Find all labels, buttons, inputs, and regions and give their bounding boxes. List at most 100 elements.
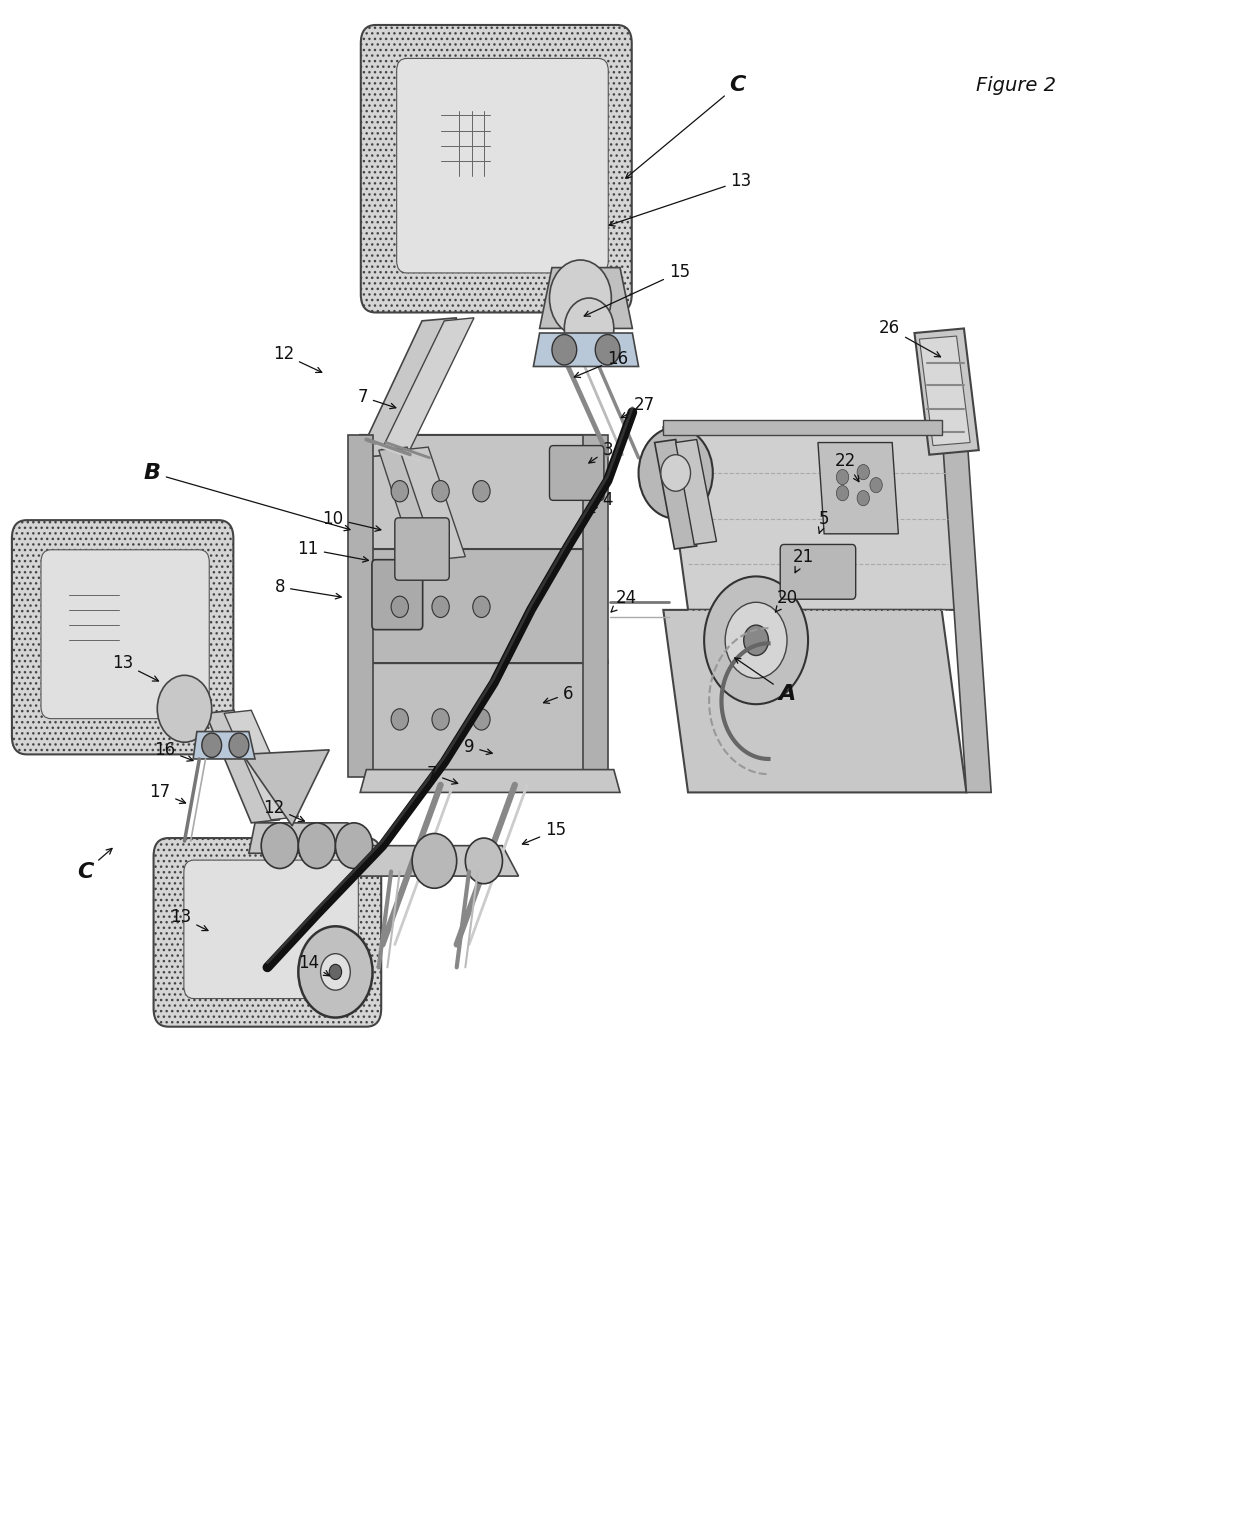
Text: 6: 6 <box>543 684 573 704</box>
Circle shape <box>836 469 848 485</box>
Polygon shape <box>655 439 697 549</box>
Text: 17: 17 <box>149 783 186 803</box>
FancyBboxPatch shape <box>549 445 604 500</box>
Polygon shape <box>243 750 330 826</box>
Polygon shape <box>360 663 608 777</box>
Circle shape <box>412 834 456 888</box>
Text: 7: 7 <box>427 765 458 785</box>
Circle shape <box>661 454 691 491</box>
Text: 16: 16 <box>154 741 193 760</box>
Polygon shape <box>663 610 966 792</box>
Text: 15: 15 <box>584 264 689 317</box>
Polygon shape <box>347 434 372 777</box>
Circle shape <box>432 596 449 617</box>
Text: B: B <box>144 463 350 530</box>
Polygon shape <box>533 334 639 366</box>
Text: Figure 2: Figure 2 <box>976 76 1056 94</box>
Circle shape <box>704 576 808 704</box>
Circle shape <box>836 486 848 501</box>
Text: 4: 4 <box>589 491 613 514</box>
Circle shape <box>472 596 490 617</box>
Text: 27: 27 <box>621 396 655 418</box>
Text: 12: 12 <box>273 346 321 372</box>
Polygon shape <box>399 447 465 559</box>
Circle shape <box>595 335 620 364</box>
Polygon shape <box>941 427 991 792</box>
Polygon shape <box>249 823 353 853</box>
Circle shape <box>552 335 577 364</box>
Text: 3: 3 <box>589 440 613 463</box>
FancyBboxPatch shape <box>12 520 233 754</box>
Circle shape <box>857 465 869 480</box>
FancyBboxPatch shape <box>184 860 358 998</box>
Text: 13: 13 <box>112 654 159 681</box>
Polygon shape <box>663 419 941 434</box>
Polygon shape <box>360 549 608 663</box>
Circle shape <box>157 675 212 742</box>
FancyBboxPatch shape <box>394 518 449 581</box>
Circle shape <box>391 480 408 501</box>
Circle shape <box>202 733 222 757</box>
Circle shape <box>870 477 883 492</box>
FancyBboxPatch shape <box>154 838 381 1027</box>
Circle shape <box>857 491 869 506</box>
Circle shape <box>299 927 372 1018</box>
Circle shape <box>229 733 249 757</box>
Circle shape <box>391 596 408 617</box>
Circle shape <box>472 709 490 730</box>
Polygon shape <box>818 442 898 533</box>
Circle shape <box>744 625 769 655</box>
Text: 15: 15 <box>522 821 567 844</box>
FancyBboxPatch shape <box>780 544 856 599</box>
Circle shape <box>564 299 614 358</box>
FancyBboxPatch shape <box>361 24 631 312</box>
Text: 16: 16 <box>574 351 629 378</box>
Text: 24: 24 <box>611 588 637 613</box>
Polygon shape <box>676 439 717 544</box>
Polygon shape <box>193 732 255 759</box>
Text: 5: 5 <box>818 509 830 533</box>
Text: 13: 13 <box>170 908 208 931</box>
Text: A: A <box>735 658 796 704</box>
Text: 26: 26 <box>879 320 940 357</box>
Text: 21: 21 <box>792 547 813 573</box>
Circle shape <box>639 427 713 518</box>
Text: 12: 12 <box>263 799 304 821</box>
Circle shape <box>432 709 449 730</box>
Polygon shape <box>360 434 608 549</box>
FancyBboxPatch shape <box>397 58 609 273</box>
Text: C: C <box>626 75 745 178</box>
Text: 7: 7 <box>357 389 396 408</box>
Polygon shape <box>378 447 444 564</box>
FancyBboxPatch shape <box>41 550 210 719</box>
Circle shape <box>299 823 336 869</box>
Text: 13: 13 <box>609 172 751 226</box>
Polygon shape <box>583 434 608 777</box>
Polygon shape <box>224 710 299 820</box>
Polygon shape <box>919 337 970 445</box>
Polygon shape <box>350 846 518 876</box>
Text: 20: 20 <box>775 588 797 613</box>
Polygon shape <box>663 427 966 610</box>
Circle shape <box>262 823 299 869</box>
Circle shape <box>465 838 502 884</box>
Polygon shape <box>206 710 280 823</box>
Text: 11: 11 <box>298 539 368 562</box>
Polygon shape <box>379 319 474 453</box>
Polygon shape <box>360 770 620 792</box>
Text: 14: 14 <box>298 954 330 975</box>
Circle shape <box>432 480 449 501</box>
FancyBboxPatch shape <box>372 559 423 629</box>
Text: 22: 22 <box>835 451 859 482</box>
Polygon shape <box>357 319 456 457</box>
Circle shape <box>321 954 350 991</box>
Text: 10: 10 <box>322 509 381 532</box>
Text: 8: 8 <box>274 578 341 599</box>
Text: C: C <box>77 849 112 881</box>
Circle shape <box>391 709 408 730</box>
Text: 9: 9 <box>464 738 492 756</box>
Circle shape <box>330 965 342 980</box>
Circle shape <box>725 602 787 678</box>
Circle shape <box>472 480 490 501</box>
Polygon shape <box>914 329 978 454</box>
